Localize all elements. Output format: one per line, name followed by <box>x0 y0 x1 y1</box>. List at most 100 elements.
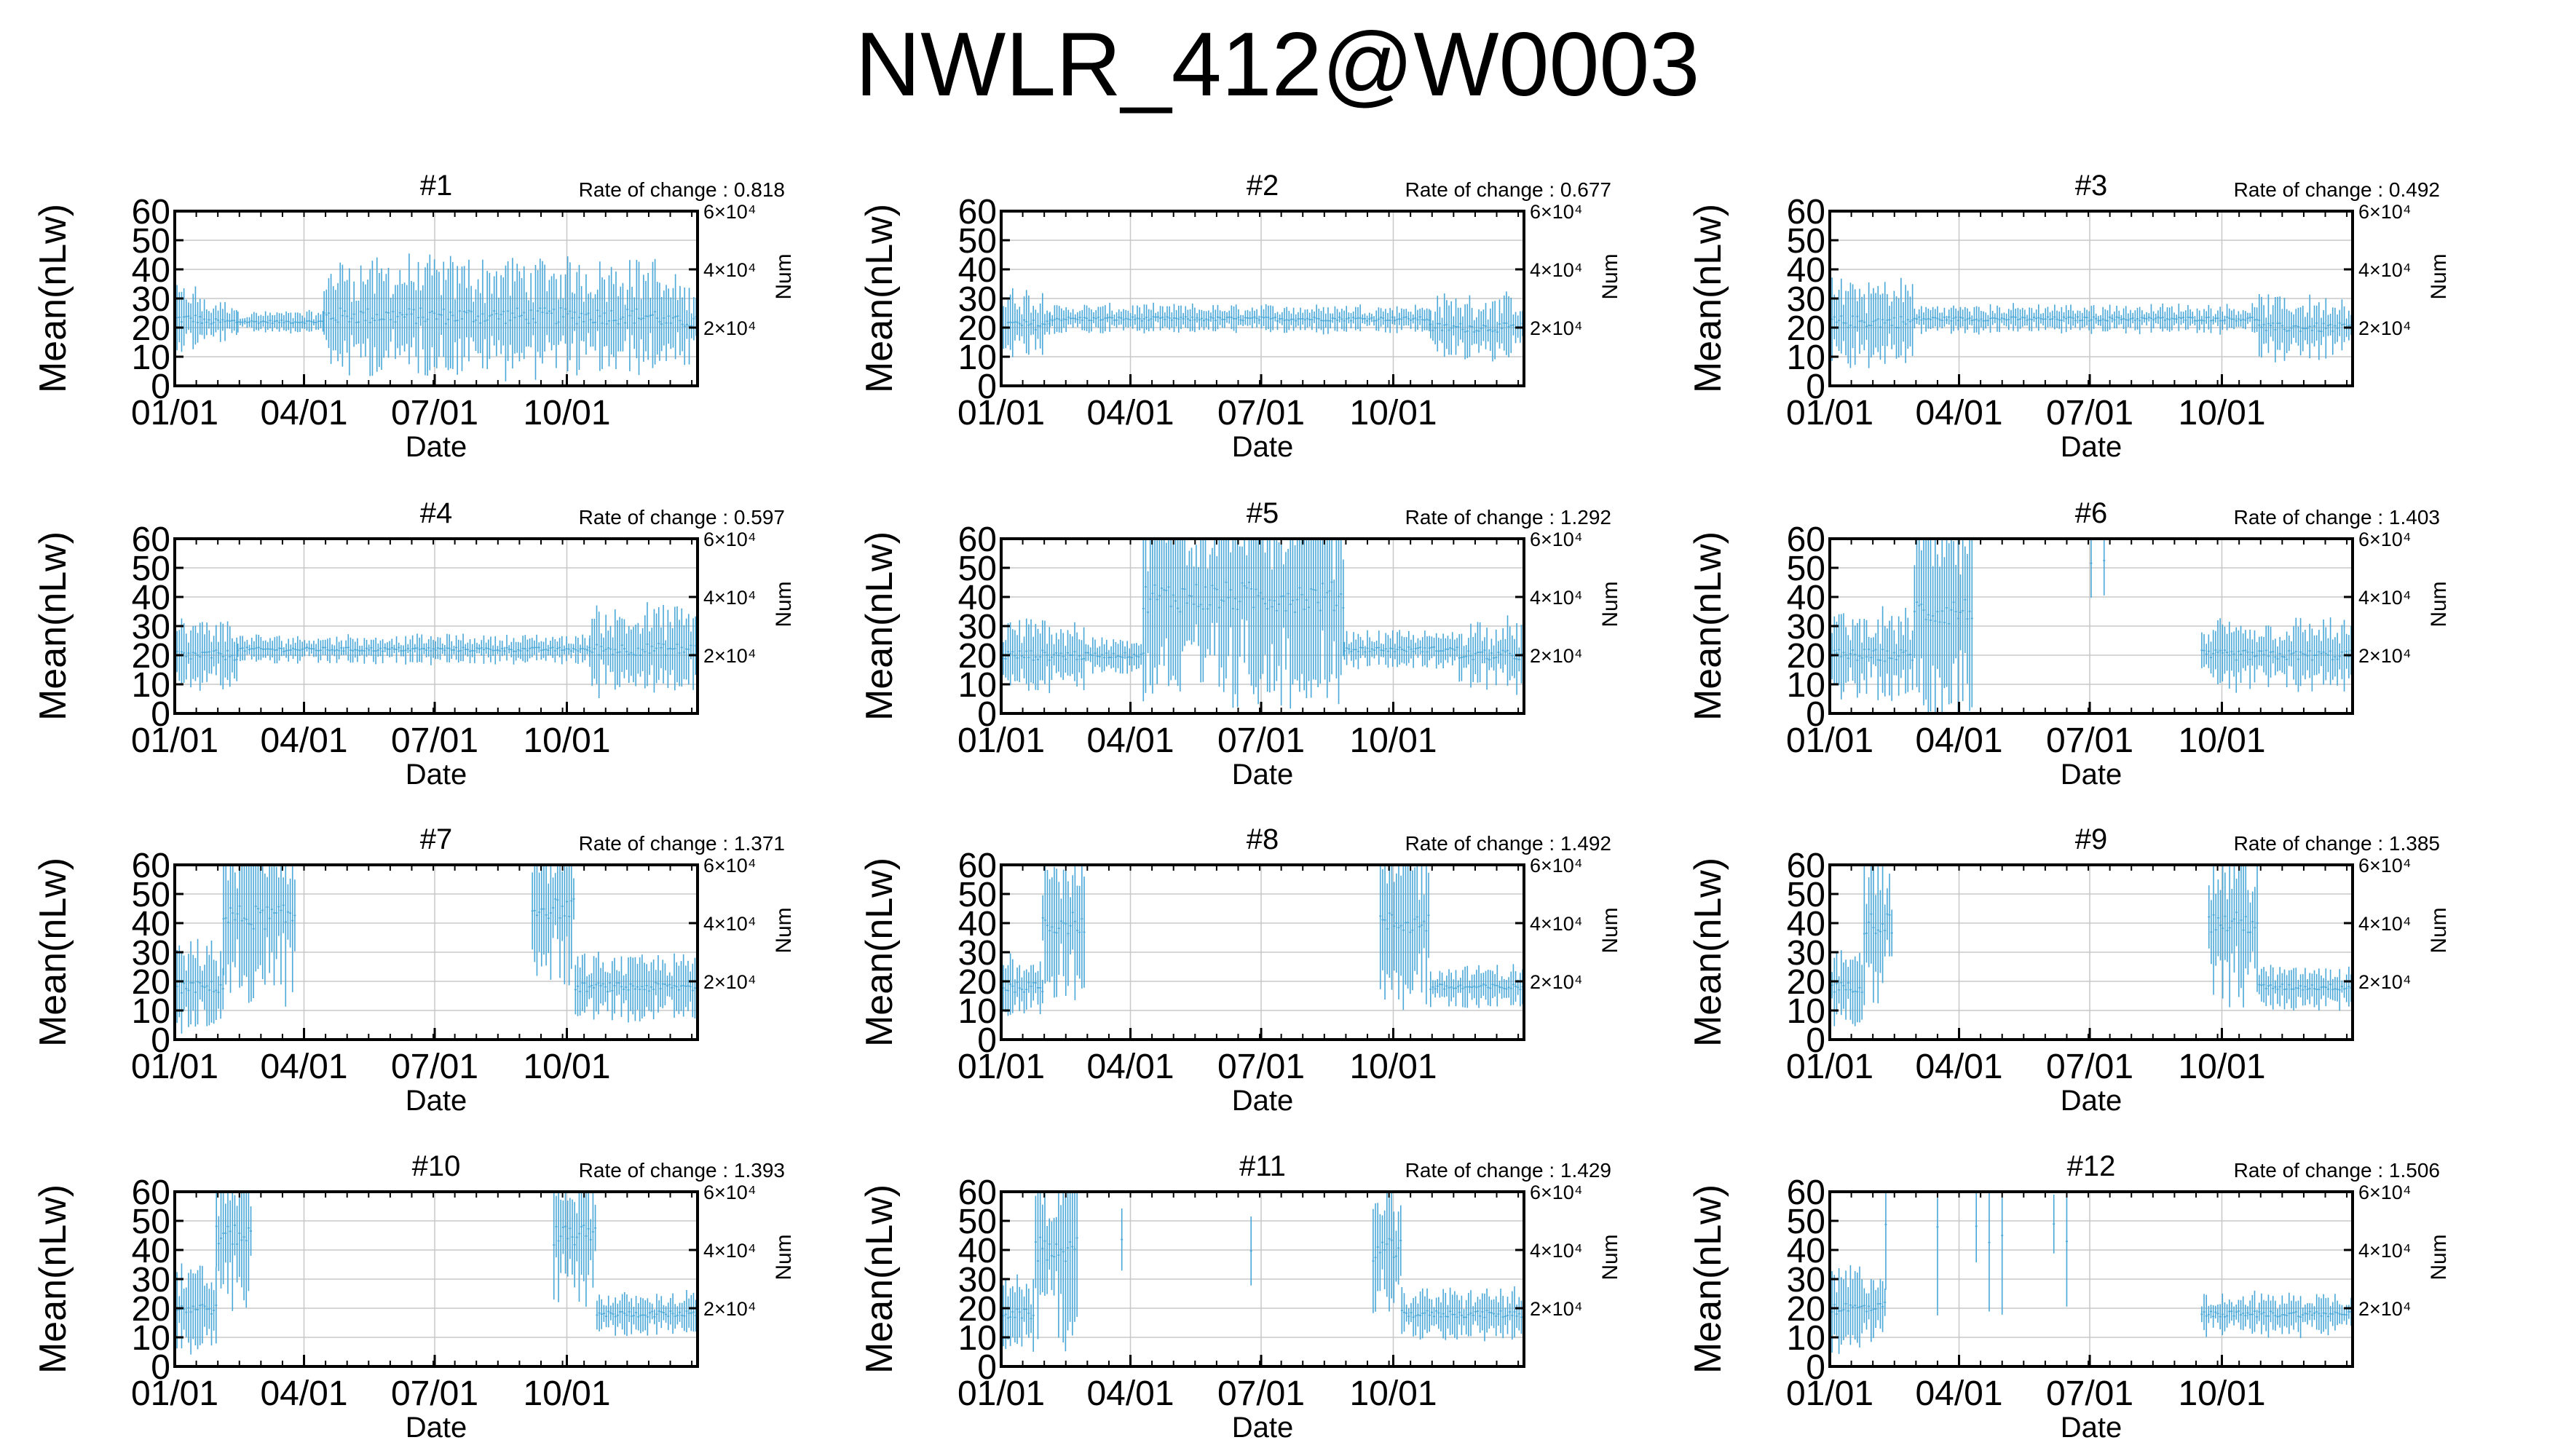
y-tick-label: 0 <box>151 1348 170 1387</box>
y-tick-label: 30 <box>958 1261 997 1299</box>
series-11 <box>1000 1192 1525 1352</box>
y-tick-label: 60 <box>1787 847 1825 885</box>
y-tick-label: 30 <box>1787 280 1825 319</box>
y-tick-label: 20 <box>1787 309 1825 348</box>
x-tick-label: 10/01 <box>523 394 610 432</box>
panel-title: #4 <box>420 497 453 529</box>
y2-tick-label: 6×10⁴ <box>1530 201 1582 223</box>
y-tick-label: 40 <box>1787 1232 1825 1270</box>
rate-of-change: Rate of change : 0.492 <box>2234 178 2440 201</box>
y-tick-label: 60 <box>1787 193 1825 232</box>
y2-tick-label: 2×10⁴ <box>1530 317 1582 339</box>
y2-tick-label: 6×10⁴ <box>2358 201 2411 223</box>
x-tick-label: 07/01 <box>1217 394 1305 432</box>
y2-tick-label: 6×10⁴ <box>2358 855 2411 877</box>
y2-tick-label: 2×10⁴ <box>703 971 756 993</box>
y-tick-label: 50 <box>132 876 170 914</box>
y-tick-label: 20 <box>1787 637 1825 676</box>
y2-tick-label: 2×10⁴ <box>2358 645 2411 667</box>
y-tick-label: 30 <box>958 280 997 319</box>
y-tick-label: 0 <box>1806 368 1825 406</box>
panel-title: #7 <box>420 823 453 855</box>
x-tick-label: 10/01 <box>1349 1374 1437 1413</box>
y-tick-label: 40 <box>132 251 170 290</box>
y2-tick-label: 2×10⁴ <box>2358 971 2411 993</box>
y-tick-label: 50 <box>1787 550 1825 588</box>
x-tick-label: 01/01 <box>1786 394 1873 432</box>
y-tick-label: 30 <box>1787 608 1825 646</box>
x-axis-label: Date <box>406 431 467 463</box>
rate-of-change: Rate of change : 1.371 <box>579 832 785 855</box>
y2-axis-label: Num <box>1598 253 1622 299</box>
x-tick-label: 07/01 <box>1217 1048 1305 1086</box>
y-axis-label: Mean(nLw) <box>32 1184 74 1374</box>
series-2 <box>1000 288 1524 362</box>
y-tick-label: 30 <box>132 934 170 973</box>
y-tick-label: 50 <box>1787 222 1825 261</box>
panel-title: #10 <box>412 1150 461 1182</box>
x-tick-label: 10/01 <box>2178 1048 2265 1086</box>
y-tick-label: 30 <box>958 934 997 973</box>
y-tick-label: 60 <box>1787 521 1825 559</box>
x-tick-label: 07/01 <box>2046 1374 2133 1413</box>
rate-of-change: Rate of change : 1.393 <box>579 1159 785 1182</box>
y-tick-label: 40 <box>132 905 170 943</box>
x-tick-label: 01/01 <box>957 1374 1045 1413</box>
y2-tick-label: 6×10⁴ <box>703 201 756 223</box>
panel-title: #9 <box>2075 823 2108 855</box>
y-tick-label: 30 <box>132 280 170 319</box>
x-tick-label: 01/01 <box>957 394 1045 432</box>
y2-tick-label: 4×10⁴ <box>2358 259 2411 281</box>
y-tick-label: 10 <box>1787 339 1825 377</box>
y2-tick-label: 6×10⁴ <box>703 1182 756 1203</box>
x-tick-label: 04/01 <box>1915 394 2002 432</box>
y-tick-label: 60 <box>1787 1174 1825 1212</box>
x-tick-label: 07/01 <box>391 1374 478 1413</box>
y-tick-label: 60 <box>132 847 170 885</box>
x-axis-label: Date <box>1232 1412 1294 1444</box>
y-tick-label: 60 <box>132 1174 170 1212</box>
y-tick-label: 50 <box>958 1203 997 1241</box>
y2-tick-label: 6×10⁴ <box>703 855 756 877</box>
y-tick-label: 50 <box>958 876 997 914</box>
y-tick-label: 20 <box>958 963 997 1002</box>
y2-tick-label: 2×10⁴ <box>2358 317 2411 339</box>
x-tick-label: 07/01 <box>391 1048 478 1086</box>
y-axis-label: Mean(nLw) <box>1687 858 1729 1047</box>
y2-tick-label: 2×10⁴ <box>2358 1298 2411 1320</box>
y-tick-label: 40 <box>1787 579 1825 617</box>
y-tick-label: 40 <box>132 579 170 617</box>
y2-tick-label: 4×10⁴ <box>2358 913 2411 935</box>
x-tick-label: 01/01 <box>131 721 218 760</box>
y-tick-label: 10 <box>132 339 170 377</box>
y-tick-label: 0 <box>1806 1348 1825 1387</box>
y2-axis-label: Num <box>1598 907 1622 953</box>
y2-tick-label: 6×10⁴ <box>1530 855 1582 877</box>
y-tick-label: 20 <box>1787 1290 1825 1329</box>
y-tick-label: 60 <box>958 521 997 559</box>
y-tick-label: 0 <box>1806 695 1825 734</box>
y2-tick-label: 2×10⁴ <box>1530 971 1582 993</box>
y2-tick-label: 2×10⁴ <box>703 645 756 667</box>
y-tick-label: 40 <box>958 579 997 617</box>
y-axis-label: Mean(nLw) <box>858 531 901 721</box>
x-tick-label: 04/01 <box>1086 394 1174 432</box>
x-tick-label: 04/01 <box>260 394 347 432</box>
y-tick-label: 0 <box>977 1021 997 1060</box>
y2-axis-label: Num <box>772 253 796 299</box>
x-tick-label: 10/01 <box>1349 1048 1437 1086</box>
y-axis-label: Mean(nLw) <box>32 531 74 721</box>
panel-title: #11 <box>1239 1150 1286 1182</box>
y-tick-label: 10 <box>958 666 997 705</box>
x-tick-label: 01/01 <box>1786 721 1873 760</box>
y2-tick-label: 6×10⁴ <box>703 529 756 550</box>
